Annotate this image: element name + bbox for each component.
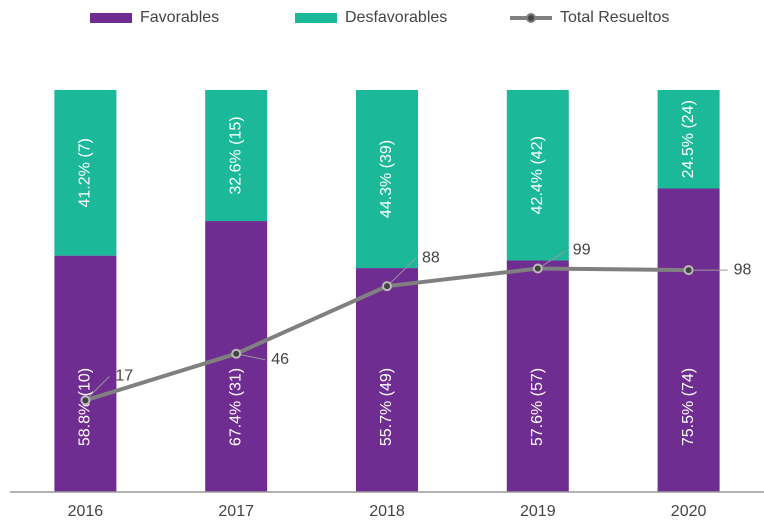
line-marker [231,348,242,359]
leader-line [386,257,417,287]
bar-segment [205,90,268,222]
bar-value-label: 67.4% (31) [227,368,244,446]
bar-segment [356,268,418,492]
bar-segment [356,90,418,269]
bar-segment [54,90,117,256]
line-value-label: 17 [115,368,133,385]
line-marker [683,265,694,276]
x-tick-label: 2017 [218,503,254,520]
bar-value-label: 58.8% (10) [77,368,94,446]
x-tick-label: 2016 [68,503,104,520]
x-tick-label: 2018 [369,503,405,520]
bar-segment [657,188,720,493]
line-value-label: 99 [573,242,591,259]
bar-value-label: 42.4% (42) [529,136,546,214]
line-value-label: 98 [734,261,752,278]
bar-value-label: 32.6% (15) [227,116,244,194]
legend-swatch [295,13,337,23]
bar-value-label: 24.5% (24) [680,100,697,178]
x-tick-label: 2019 [520,503,556,520]
bar-segment [657,90,720,189]
legend-marker [526,13,536,23]
leader-line [85,375,110,401]
legend-label: Total Resueltos [560,9,669,26]
legend-label: Desfavorables [345,9,447,26]
x-tick-label: 2020 [671,503,707,520]
legend-swatch [90,13,132,23]
line-marker [80,395,91,406]
bar-value-label: 75.5% (74) [680,368,697,446]
bar-value-label: 41.2% (7) [77,138,94,207]
line-marker [532,263,543,274]
bar-value-label: 57.6% (57) [529,368,546,446]
bar-segment [54,255,117,492]
bar-value-label: 55.7% (49) [378,368,395,446]
bar-segment [506,260,569,492]
legend-label: Favorables [140,9,219,26]
line-value-label: 46 [271,351,289,368]
line-value-label: 88 [422,249,440,266]
bar-segment [506,90,569,261]
leader-line [537,250,568,269]
line-marker [382,281,392,292]
bar-value-label: 44.3% (39) [378,140,395,218]
